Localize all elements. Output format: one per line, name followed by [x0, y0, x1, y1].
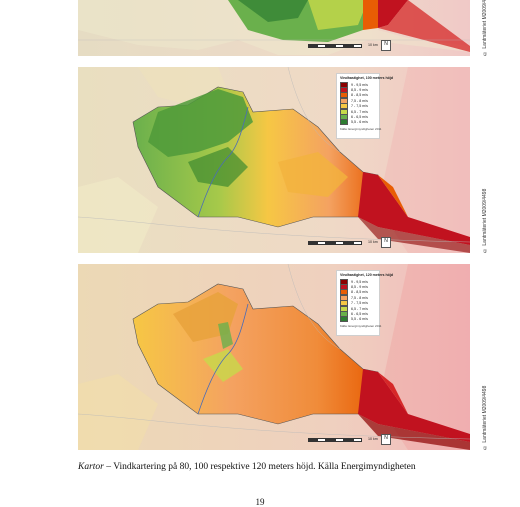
caption-text: – Vindkartering på 80, 100 respektive 12…	[103, 462, 416, 472]
scale-bar	[308, 241, 362, 245]
figure-caption: Kartor – Vindkartering på 80, 100 respek…	[78, 462, 416, 472]
page-number: 19	[255, 497, 265, 507]
north-arrow-icon: N	[381, 40, 391, 51]
legend-title: Vindhastighet, 120 meters höjd	[340, 273, 394, 277]
legend-entry: 5,5 - 6 m/s	[340, 119, 376, 126]
scale-label: 10 km	[368, 43, 378, 47]
wind-map-100m	[78, 67, 470, 253]
legend-source: Källa: Energimyndigheten 2011	[340, 127, 382, 132]
caption-label: Kartor	[78, 462, 104, 472]
copyright-notice: © Lantmäteriet M2009/4498	[482, 188, 488, 253]
copyright-notice: © Lantmäteriet M2009/4498	[482, 0, 488, 56]
scale-label: 10 km	[368, 240, 378, 244]
wind-map-120m	[78, 264, 470, 450]
legend-120m: Vindhastighet, 120 meters höjd 9 - 9,5 m…	[336, 270, 394, 336]
north-arrow-icon: N	[381, 237, 391, 248]
copyright-notice: © Lantmäteriet M2009/4498	[482, 385, 488, 450]
legend-100m: Vindhastighet, 100 meters höjd 9 - 9,5 m…	[336, 73, 394, 139]
legend-title: Vindhastighet, 100 meters höjd	[340, 76, 394, 80]
legend-source: Källa: Energimyndigheten 2011	[340, 324, 382, 329]
legend-entry: 5,5 - 6 m/s	[340, 316, 376, 323]
scale-bar	[308, 438, 362, 442]
north-arrow-icon: N	[381, 434, 391, 445]
scale-bar	[308, 44, 362, 48]
wind-map-80m	[78, 0, 470, 56]
scale-label: 10 km	[368, 437, 378, 441]
